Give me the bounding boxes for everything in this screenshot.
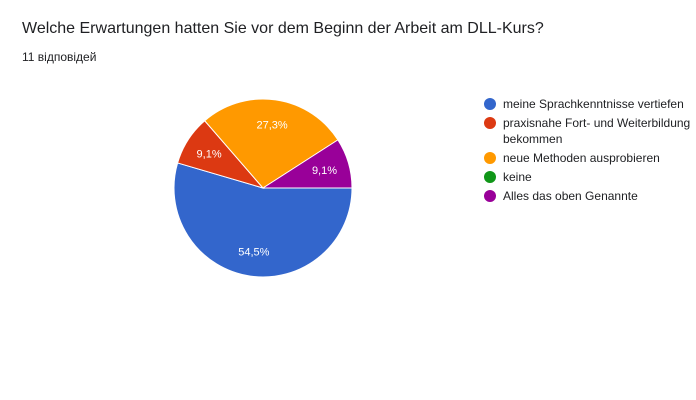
- legend-swatch-icon: [484, 190, 496, 202]
- response-count: 11 відповідей: [22, 50, 97, 64]
- slice-percent-label-0: 54,5%: [238, 246, 269, 258]
- pie-slice-4[interactable]: [261, 139, 353, 189]
- legend-label: praxisnahe Fort- und Weiterbildung bekom…: [503, 116, 691, 146]
- legend-label: keine: [503, 170, 532, 184]
- legend-item-4[interactable]: Alles das oben Genannte: [484, 188, 696, 204]
- legend-label: meine Sprachkenntnisse vertiefen: [503, 97, 684, 111]
- slice-percent-label-1: 9,1%: [197, 148, 222, 160]
- legend-item-0[interactable]: meine Sprachkenntnisse vertiefen: [484, 96, 696, 112]
- legend-item-2[interactable]: neue Methoden ausprobieren: [484, 150, 696, 166]
- legend-swatch-icon: [484, 171, 496, 183]
- legend-item-3[interactable]: keine: [484, 169, 696, 185]
- pie-slice-0[interactable]: [173, 162, 353, 278]
- legend-swatch-icon: [484, 117, 496, 129]
- pie-slice-labels: 54,5% 9,1% 27,3% 9,1%: [197, 120, 338, 259]
- slice-percent-label-2: 27,3%: [257, 120, 288, 132]
- legend-label: neue Methoden ausprobieren: [503, 151, 660, 165]
- legend-swatch-icon: [484, 152, 496, 164]
- pie-slice-2[interactable]: [204, 98, 339, 189]
- legend-item-1[interactable]: praxisnahe Fort- und Weiterbildung bekom…: [484, 115, 696, 147]
- question-title: Welche Erwartungen hatten Sie vor dem Be…: [22, 20, 544, 37]
- legend-swatch-icon: [484, 98, 496, 110]
- slice-percent-label-4: 9,1%: [312, 165, 337, 177]
- legend-label: Alles das oben Genannte: [503, 189, 638, 203]
- chart-legend: meine Sprachkenntnisse vertiefen praxisna…: [484, 96, 696, 207]
- pie-slices: [173, 98, 353, 278]
